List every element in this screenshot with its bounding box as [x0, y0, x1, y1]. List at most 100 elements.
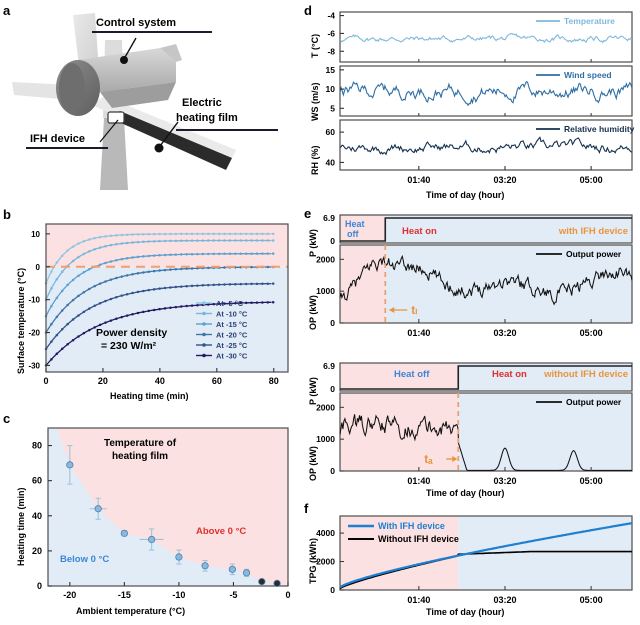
panel-b-marker [271, 239, 275, 242]
panel-b-marker [185, 267, 188, 270]
panel-b-marker [71, 318, 75, 321]
panel-b-legend-marker [202, 353, 206, 358]
panel-b-marker [55, 278, 59, 281]
panel-b-marker [261, 282, 264, 286]
panel-b-marker [250, 252, 253, 255]
panel-b-marker [234, 282, 237, 286]
panel-b-marker [142, 310, 145, 314]
panel-b-marker [179, 305, 183, 308]
panel-b-marker [88, 287, 91, 291]
leader-control-system [123, 37, 137, 60]
panel-e-t-arrowhead-0 [389, 307, 395, 313]
panel-b-marker [196, 284, 199, 287]
panel-c-datapoint-4 [175, 553, 183, 561]
panel-f-frame [339, 515, 633, 591]
panel-e-p-step-0 [340, 217, 632, 242]
panel-b-ytick-label: -10 [28, 296, 40, 305]
panel-d: d T (°C) WS (m/s) RH (%) Time of day (ho… [300, 0, 640, 205]
panel-b-marker [115, 276, 118, 280]
panel-e-p-ytick-label-high-0: 6.9 [323, 213, 335, 223]
panel-b-marker [98, 246, 102, 249]
panel-b-marker [169, 268, 172, 271]
panel-b-marker [223, 239, 226, 242]
panel-e-op-ytick-label: 1000 [316, 434, 335, 444]
panel-e-xtick-label-1: 03:20 [493, 476, 516, 486]
panel-b-marker [50, 340, 53, 343]
panel-e-output-power-series-0 [339, 254, 633, 306]
panel-d-ytick-label: -8 [327, 46, 335, 56]
panel-b-marker [207, 266, 210, 270]
panel-b-marker [228, 232, 232, 236]
panel-b-xtick-label: 0 [43, 376, 48, 386]
panel-b-legend-label-5: At -30 °C [216, 352, 248, 361]
panel-b-marker [228, 302, 232, 305]
panel-d-ytick-label: -6 [327, 28, 335, 38]
panel-b-ytick-label: -30 [28, 361, 40, 370]
panel-b-marker [261, 252, 264, 255]
panel-b-marker [142, 232, 145, 236]
panel-b-marker [212, 232, 215, 236]
panel-b-xtick-label: 40 [155, 376, 165, 386]
panel-b-marker [266, 232, 270, 236]
panel-b-marker [125, 293, 129, 296]
panel-e-xtick-label-top-2: 05:00 [580, 328, 603, 338]
panel-b-marker [212, 302, 215, 306]
dot-control-system [120, 56, 128, 64]
annotation-ifh-device: IFH device [30, 133, 86, 145]
panel-b-annotation-line2: = 230 W/m² [101, 340, 157, 352]
panel-c-ylabel: Heating time (min) [16, 487, 26, 566]
panel-e-op-region-blue-0 [385, 245, 632, 323]
panel-b-marker [71, 338, 75, 342]
panel-b-marker [239, 252, 242, 255]
panel-e: e P (kW) OP (kW) P (kW) OP (kW) Time of … [300, 205, 640, 502]
panel-e-label: e [304, 206, 312, 221]
annotation-electric-heating-film-line2: heating film [176, 112, 238, 124]
panel-b-marker [104, 235, 107, 238]
panel-b-marker [196, 303, 199, 307]
nacelle [78, 48, 176, 92]
panel-b-marker [169, 286, 172, 289]
panel-e-output-power-series-1 [339, 414, 632, 471]
panel-b-marker [212, 252, 215, 256]
panel-b-marker [77, 335, 80, 338]
panel-b-marker [228, 283, 232, 286]
panel-d-ytick-label: 40 [326, 157, 336, 167]
panel-c-plot: 0 20 40 60 80 -20 -15 -10 -5 0 Temperature of heati… [32, 427, 291, 600]
panel-f-ytick-label: 4000 [316, 528, 335, 538]
panel-c-ytick-label: 20 [32, 546, 42, 556]
panel-e-heat-off-line1-0: Heat [345, 219, 365, 229]
panel-b-marker [169, 239, 172, 243]
panel-b-marker [60, 309, 64, 312]
panel-b-legend-label-2: At -15 °C [216, 320, 248, 329]
region-below-zero [46, 266, 288, 372]
panel-e-op-ytick-label: 0 [330, 318, 335, 328]
panel-e-legend-label-0: Output power [566, 249, 622, 259]
panel-b-ytick-label: 0 [36, 263, 41, 272]
panel-b-marker [77, 255, 80, 259]
panel-e-ylabel-op1: OP (kW) [308, 295, 318, 330]
panel-b-marker [98, 302, 102, 305]
panel-c-region-label-below: Below 0 °C [60, 554, 109, 565]
panel-b-marker [120, 294, 123, 297]
panel-b-marker [271, 252, 275, 255]
panel-b-marker [158, 269, 161, 272]
panel-b-marker [82, 310, 86, 314]
panel-b-legend-marker [202, 343, 206, 347]
panel-b-marker [88, 328, 91, 332]
panel-d-xlabel: Time of day (hour) [426, 190, 505, 200]
panel-c-ytick-label: 0 [37, 581, 42, 591]
panel-b-marker [93, 304, 96, 308]
panel-b-marker [266, 239, 270, 242]
panel-b-marker [196, 232, 199, 236]
panel-b-marker [190, 232, 194, 236]
panel-b-marker [223, 283, 226, 286]
panel-f: f TPG (kWh) Time of day (hour) 4000 2000 0… [300, 502, 640, 625]
panel-a-label: a [3, 3, 11, 18]
panel-b-marker [266, 265, 270, 269]
panel-b-marker [77, 274, 80, 278]
panel-b-marker [88, 238, 91, 241]
panel-c-datapoint-8 [258, 578, 266, 586]
panel-b-marker [147, 270, 151, 273]
panel-d-series-relative-humidity [339, 136, 633, 156]
panel-b-marker [104, 299, 107, 303]
